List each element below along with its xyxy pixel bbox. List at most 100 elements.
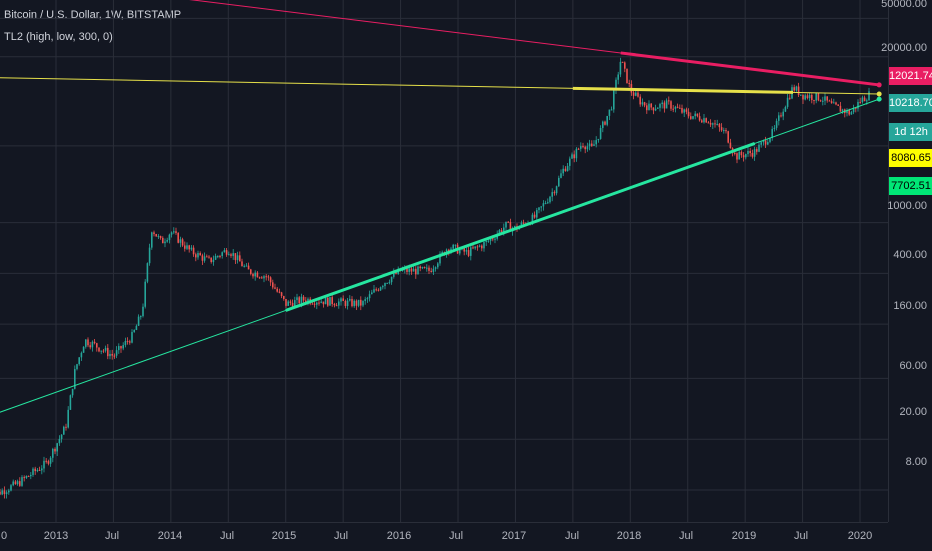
candle-body (168, 234, 171, 241)
candle-body (421, 267, 424, 269)
candle-body (260, 277, 263, 279)
candle-body (274, 287, 276, 289)
candle-body (824, 96, 826, 101)
candle-body (661, 102, 663, 105)
indicator-title[interactable]: TL2 (high, low, 300, 0) (4, 31, 113, 43)
candle-body (126, 341, 129, 343)
candle-body (38, 469, 41, 471)
candle-body (307, 298, 309, 303)
candle-body (830, 101, 833, 104)
candle-body (608, 109, 611, 116)
candle-body (760, 142, 762, 145)
candle-body (208, 256, 210, 258)
candle-body (786, 97, 789, 107)
trendline-end-marker (876, 82, 882, 88)
candle-body (639, 96, 641, 105)
candle-body (351, 298, 353, 307)
candle-body (447, 249, 450, 252)
price-axis-label: 20.00 (899, 406, 927, 418)
candle-body (357, 299, 360, 306)
candle-body (282, 296, 285, 299)
candle-body (782, 111, 784, 117)
candle-body (857, 101, 859, 109)
candle-body (654, 108, 657, 111)
candle-body (729, 142, 732, 149)
candle-body (122, 345, 124, 349)
candle-body (98, 347, 100, 352)
candle-body (815, 93, 817, 101)
candle-body (87, 339, 89, 346)
candle-body (540, 206, 542, 208)
candle-body (21, 477, 23, 486)
candle-body (738, 151, 740, 160)
candle-body (60, 434, 63, 439)
candle-body (214, 255, 217, 260)
candle-body (258, 277, 261, 279)
candle-body (43, 460, 45, 469)
price-axis[interactable]: 50000.00 20000.00 1000.00 400.00 160.00 … (881, 0, 932, 522)
candle-body (485, 240, 487, 243)
candle-body (419, 266, 421, 269)
candle-body (806, 95, 809, 99)
candle-body (58, 438, 61, 444)
candle-body (269, 277, 272, 283)
candle-body (346, 300, 349, 306)
candle-body (465, 250, 468, 252)
candle-body (62, 426, 65, 435)
candle-body (84, 339, 87, 347)
candle-body (32, 468, 34, 475)
time-axis-label: 2018 (616, 530, 642, 542)
candle-body (621, 61, 624, 63)
candle-body (850, 112, 853, 115)
candle-body (115, 350, 118, 356)
time-axis[interactable]: 0 2013 Jul 2014 Jul 2015 Jul 2016 Jul 20… (0, 522, 888, 551)
candle-body (388, 282, 391, 284)
candle-body (641, 102, 644, 105)
candle-body (179, 239, 182, 243)
candle-body (373, 289, 375, 293)
candle-body (474, 246, 476, 249)
candle-body (331, 297, 333, 305)
candle-body (663, 102, 666, 109)
candle-body (227, 254, 230, 256)
candle-body (436, 263, 439, 268)
support-trendline-highlight (285, 142, 756, 312)
candle-body (287, 301, 289, 306)
candle-body (3, 490, 6, 495)
candle-body (276, 288, 278, 292)
price-chart[interactable] (0, 0, 888, 522)
time-axis-label: 2017 (501, 530, 527, 542)
price-axis-label: 50000.00 (881, 0, 927, 10)
candle-body (584, 146, 586, 150)
candle-body (223, 250, 226, 253)
candle-body (188, 245, 190, 250)
candle-body (742, 155, 745, 158)
candle-body (458, 249, 461, 254)
candle-body (56, 443, 58, 452)
candle-body (483, 242, 485, 249)
price-axis-label: 60.00 (899, 360, 927, 372)
candle-body (243, 265, 245, 267)
candle-body (582, 146, 584, 148)
candle-body (73, 369, 76, 389)
candle-body (10, 485, 12, 491)
candle-body (505, 221, 507, 228)
candle-body (190, 247, 193, 250)
candle-body (520, 222, 523, 227)
candle-body (687, 111, 690, 117)
candle-body (359, 299, 362, 306)
candle-body (769, 137, 771, 143)
candle-body (16, 481, 19, 485)
candle-body (861, 97, 864, 103)
candle-body (395, 272, 397, 274)
candle-body (628, 83, 630, 85)
candle-body (379, 287, 382, 291)
candle-body (124, 341, 127, 346)
candle-body (854, 107, 857, 109)
candle-body (819, 100, 822, 102)
candle-body (533, 214, 536, 218)
candle-body (450, 248, 452, 252)
candle-body (381, 286, 384, 288)
candle-body (604, 121, 606, 125)
time-axis-label: 2020 (847, 530, 873, 542)
